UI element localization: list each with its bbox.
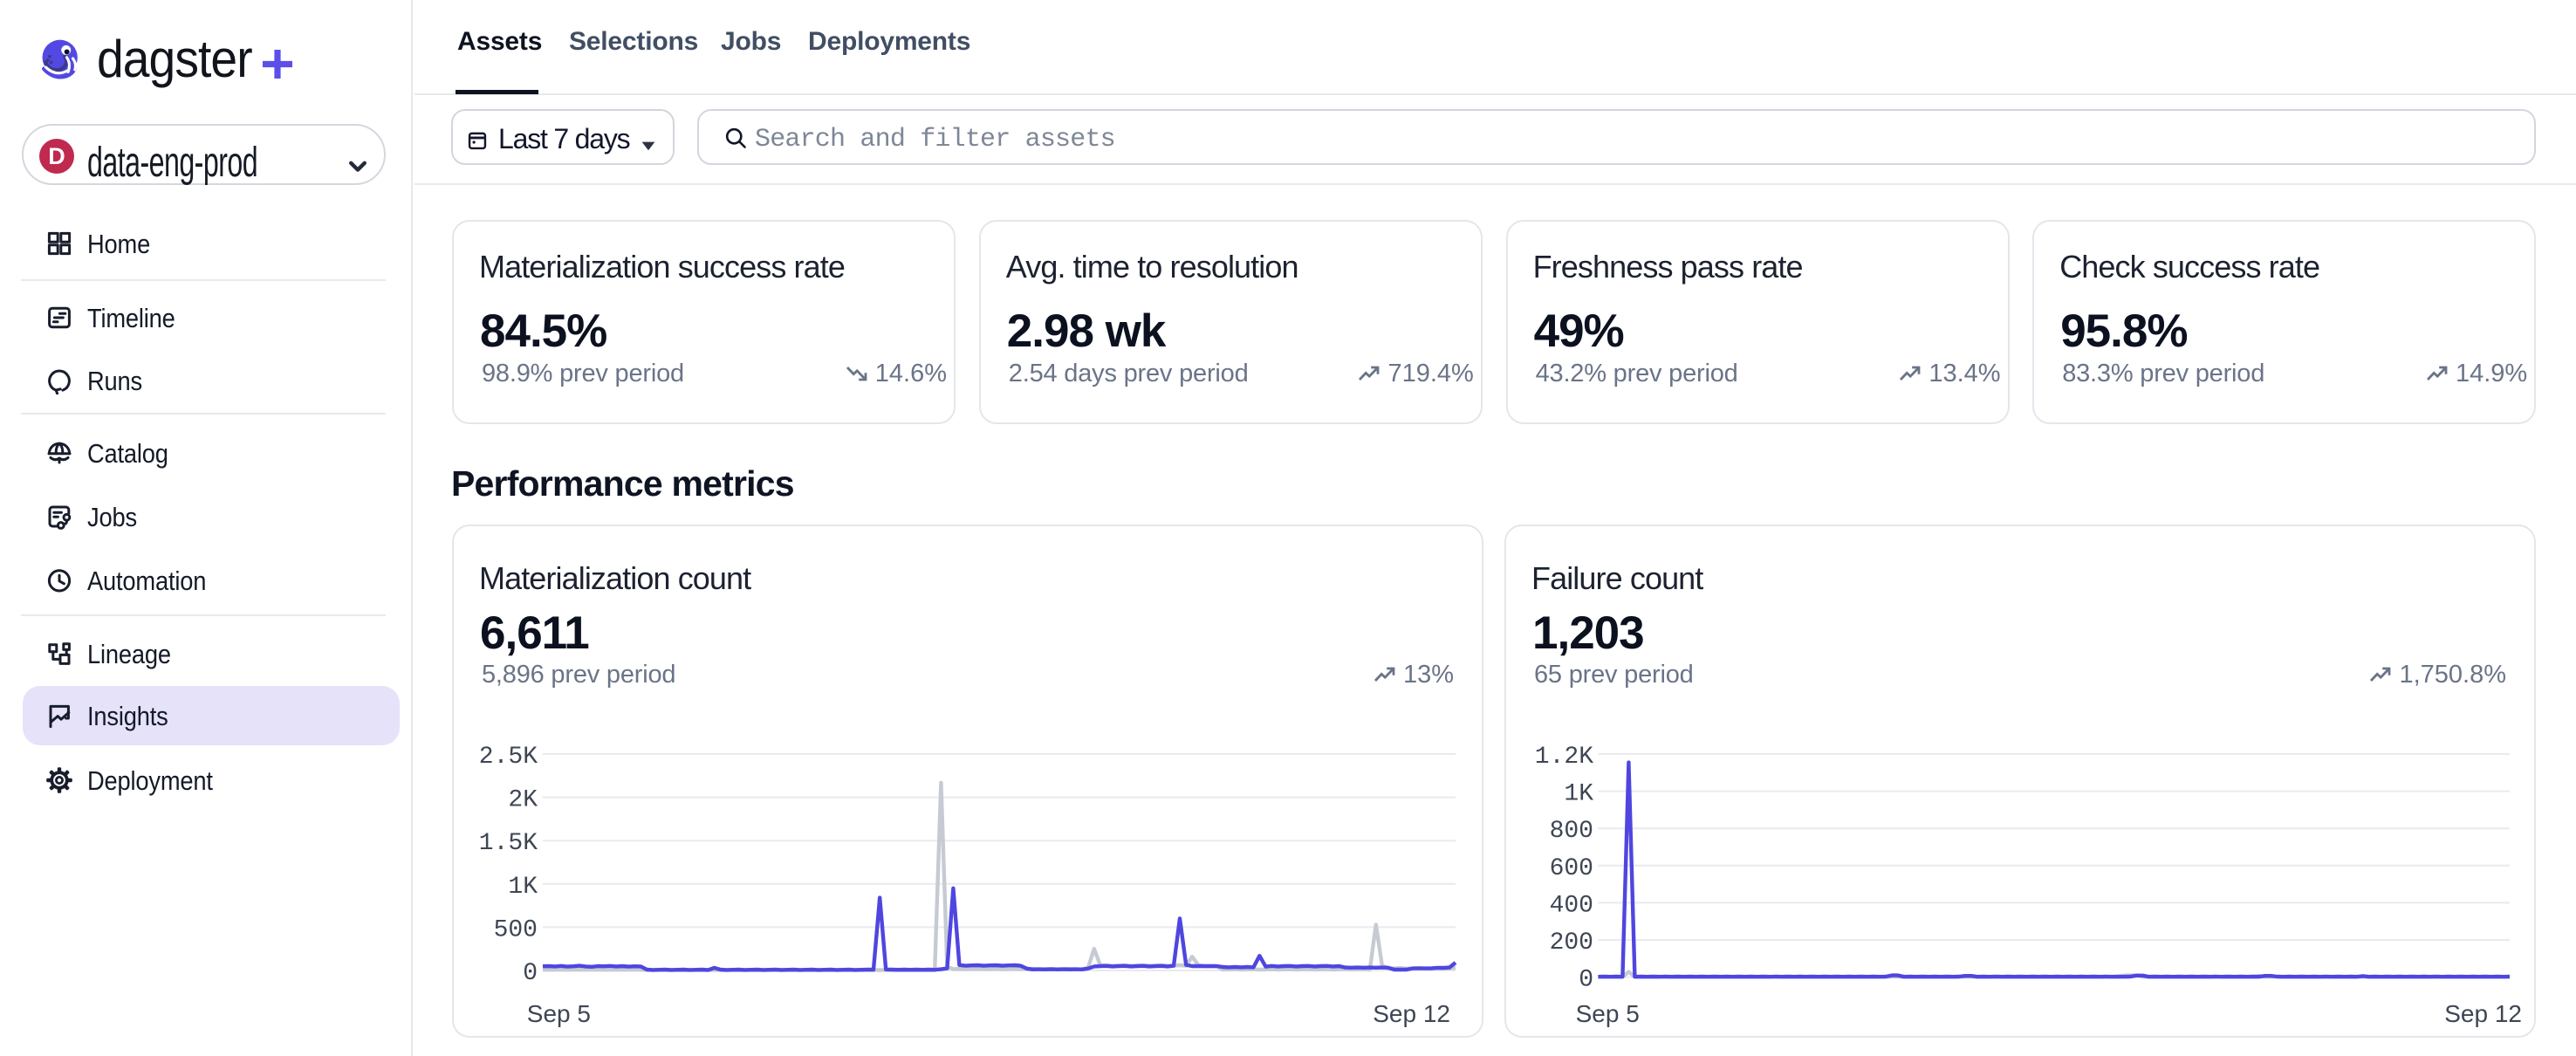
svg-text:1K: 1K — [508, 874, 538, 901]
svg-text:0: 0 — [1579, 967, 1593, 994]
svg-text:Sep 12: Sep 12 — [2444, 1000, 2522, 1027]
svg-text:500: 500 — [494, 916, 538, 943]
svg-text:Sep 5: Sep 5 — [527, 1000, 591, 1027]
svg-text:1.2K: 1.2K — [1535, 744, 1593, 771]
svg-text:1K: 1K — [1564, 781, 1593, 808]
svg-text:2.5K: 2.5K — [479, 744, 538, 771]
svg-text:800: 800 — [1550, 818, 1593, 845]
svg-text:0: 0 — [523, 960, 538, 987]
svg-text:2K: 2K — [508, 787, 538, 814]
svg-text:Sep 12: Sep 12 — [1373, 1000, 1450, 1027]
svg-text:Sep 5: Sep 5 — [1576, 1000, 1640, 1027]
svg-text:600: 600 — [1550, 855, 1593, 882]
svg-text:1.5K: 1.5K — [479, 830, 538, 857]
svg-text:200: 200 — [1550, 929, 1593, 957]
svg-text:400: 400 — [1550, 892, 1593, 919]
